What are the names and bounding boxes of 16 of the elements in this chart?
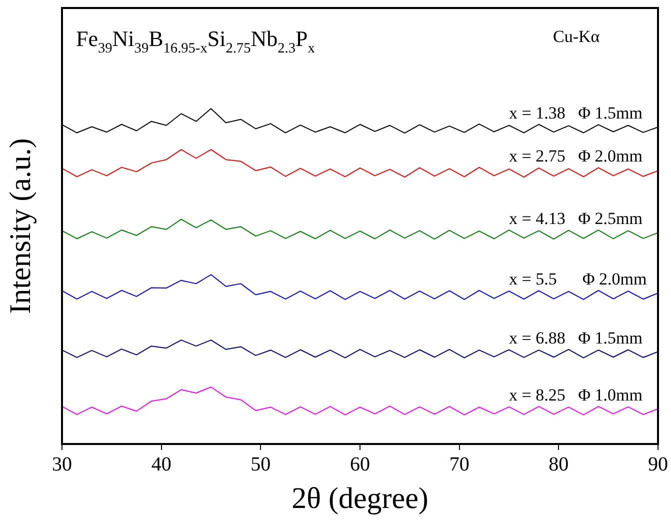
series-label: x = 5.5 Φ 2.0mm [509,269,647,288]
x-tick-label: 40 [151,453,172,476]
series-label: x = 6.88 Φ 1.5mm [509,328,642,348]
x-tick-label: 60 [350,453,370,476]
text: Cu-Kα [553,27,600,46]
x-tick-label: 90 [648,453,668,476]
y-axis-title: Intensity (a.u.) [4,138,37,314]
series-label: x = 4.13 Φ 2.5mm [509,209,642,228]
x-tick-label: 80 [548,453,569,476]
series-label: x = 8.25 Φ 1.0mm [509,385,642,404]
x-tick-label: 70 [449,453,470,476]
x-tick-label: 50 [250,453,271,476]
x-axis-title: 2θ (degree) [292,482,428,515]
series-label: x = 1.38 Φ 1.5mm [509,103,642,122]
series-label: x = 2.75 Φ 2.0mm [509,146,642,166]
x-tick-label: 30 [52,453,72,476]
